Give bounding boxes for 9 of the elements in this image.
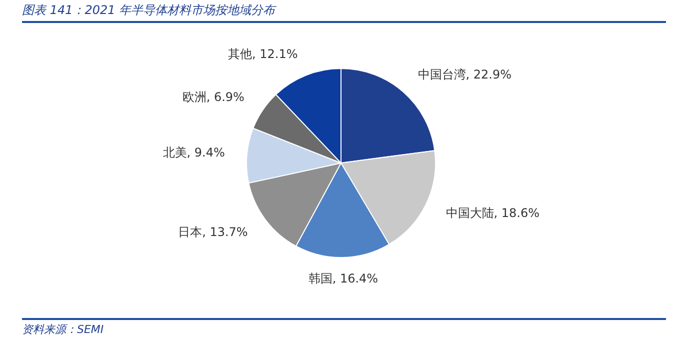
chart-title: 图表 141：2021 年半导体材料市场按地域分布: [22, 2, 276, 19]
text: 资料来源：SEMI: [22, 322, 104, 337]
slice-label: 日本, 13.7%: [178, 225, 248, 240]
slice-label: 欧洲, 6.9%: [182, 90, 244, 104]
slice-label: 中国大陆, 18.6%: [446, 206, 540, 220]
slice-label: 韩国, 16.4%: [308, 272, 378, 286]
slice-label: 其他, 12.1%: [228, 46, 298, 61]
slice-label: 北美, 9.4%: [162, 146, 225, 160]
slice-label: 中国台湾, 22.9%: [418, 67, 512, 82]
